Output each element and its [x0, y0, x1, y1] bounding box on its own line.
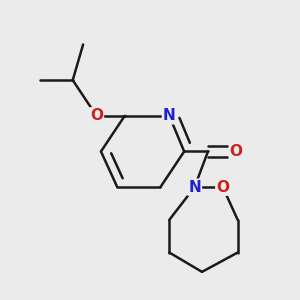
- Text: O: O: [90, 108, 103, 123]
- Text: N: N: [163, 108, 176, 123]
- Text: O: O: [230, 144, 243, 159]
- Text: N: N: [188, 180, 201, 195]
- Text: O: O: [216, 180, 229, 195]
